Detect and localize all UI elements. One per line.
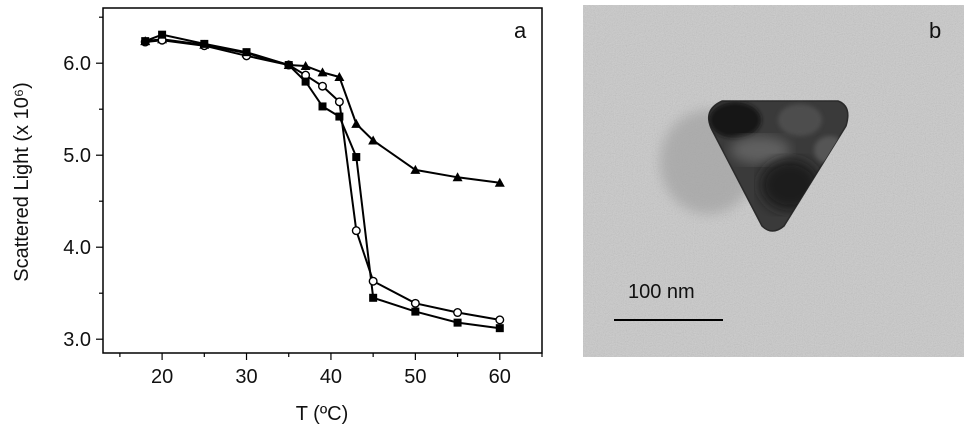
x-tick-label: 40 xyxy=(320,366,342,388)
data-point-series-3 xyxy=(301,77,310,86)
y-axis-title: Scattered Light (x 10⁶) xyxy=(11,82,33,281)
plot-frame xyxy=(102,7,543,354)
data-point-series-2 xyxy=(453,308,463,318)
x-axis-title: T (ºC) xyxy=(296,403,348,425)
data-point-series-1 xyxy=(452,172,463,182)
data-point-series-2 xyxy=(334,97,344,107)
data-point-series-3 xyxy=(200,39,209,48)
x-tick-label: 60 xyxy=(489,366,511,388)
data-point-series-3 xyxy=(141,37,150,46)
y-tick-label: 3.0 xyxy=(63,329,91,351)
x-tick-label: 20 xyxy=(151,366,173,388)
panel-label-b: b xyxy=(929,18,941,43)
data-point-series-3 xyxy=(335,112,344,121)
data-point-series-3 xyxy=(495,324,504,333)
data-point-series-1 xyxy=(368,135,379,145)
series-layer xyxy=(140,30,505,333)
data-point-series-1 xyxy=(334,72,345,81)
y-tick-label: 6.0 xyxy=(63,53,91,75)
y-axis-ticks: 3.0 4.0 5.0 6.0 xyxy=(63,16,103,351)
data-point-series-1 xyxy=(494,177,505,187)
data-point-series-3 xyxy=(369,293,378,302)
data-point-series-3 xyxy=(352,153,361,162)
y-tick-label: 5.0 xyxy=(63,145,91,167)
series-line-1 xyxy=(145,38,500,184)
data-point-series-1 xyxy=(317,67,328,77)
data-point-series-2 xyxy=(368,276,378,286)
data-point-series-1 xyxy=(300,60,311,70)
micrograph-panel-b: b 100 nm xyxy=(583,5,964,357)
particle-contrast xyxy=(709,102,846,211)
chart-panel-a: 20 30 40 50 60 3.0 4.0 5.0 6.0 a T (ºC) Scatter… xyxy=(11,7,543,425)
data-point-series-2 xyxy=(351,226,361,236)
data-point-series-2 xyxy=(410,298,420,308)
x-tick-label: 50 xyxy=(404,366,426,388)
x-tick-label: 30 xyxy=(235,366,257,388)
data-point-series-2 xyxy=(318,81,328,91)
y-tick-label: 4.0 xyxy=(63,237,91,259)
x-axis-ticks: 20 30 40 50 60 xyxy=(119,353,543,388)
data-point-series-1 xyxy=(351,118,362,128)
scale-bar-label: 100 nm xyxy=(628,281,695,303)
panel-label-a: a xyxy=(514,18,527,43)
data-point-series-3 xyxy=(242,48,251,57)
data-point-series-2 xyxy=(495,315,505,325)
data-point-series-3 xyxy=(411,307,420,316)
data-point-series-3 xyxy=(158,30,167,39)
data-point-series-3 xyxy=(453,318,462,327)
series-line-3 xyxy=(144,33,500,330)
data-point-series-3 xyxy=(318,102,327,111)
data-point-series-1 xyxy=(410,164,421,174)
data-point-series-3 xyxy=(284,61,293,70)
